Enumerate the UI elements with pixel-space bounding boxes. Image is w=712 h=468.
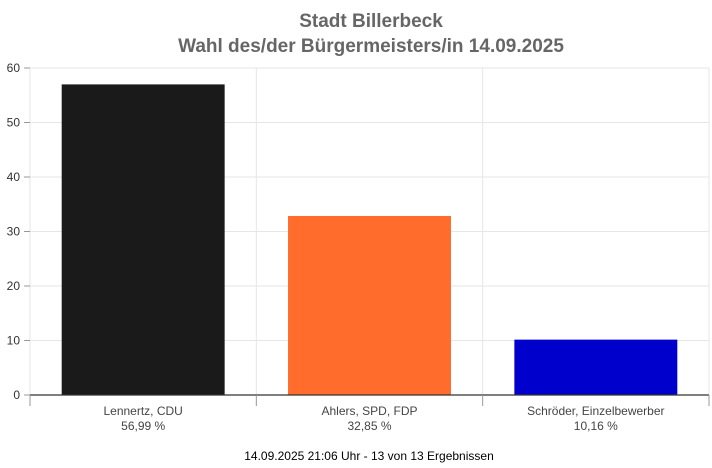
bar: [288, 215, 451, 395]
y-axis-ticks: 0 10 20 30 40 50 60: [7, 61, 30, 402]
x-value-label: 32,85 %: [347, 419, 391, 433]
chart-subtitle: Wahl des/der Bürgermeisters/in 14.09.202…: [178, 36, 564, 57]
chart-title: Stadt Billerbeck: [299, 11, 443, 32]
x-category-label: Schröder, Einzelbewerber: [527, 404, 664, 418]
y-tick-label: 0: [13, 388, 20, 402]
x-value-label: 56,99 %: [121, 419, 165, 433]
chart-footer: 14.09.2025 21:06 Uhr - 13 von 13 Ergebni…: [244, 449, 494, 463]
y-tick-label: 30: [7, 225, 21, 239]
y-tick-label: 10: [7, 334, 21, 348]
bar: [61, 84, 225, 395]
y-tick-label: 40: [7, 170, 21, 184]
y-tick-label: 60: [7, 61, 21, 75]
bar: [514, 339, 678, 395]
bars: [61, 84, 678, 395]
x-category-label: Lennertz, CDU: [103, 404, 182, 418]
x-value-label: 10,16 %: [574, 419, 618, 433]
x-category-label: Ahlers, SPD, FDP: [321, 404, 417, 418]
axes: [29, 394, 710, 406]
y-tick-label: 50: [7, 116, 21, 130]
y-tick-label: 20: [7, 279, 21, 293]
